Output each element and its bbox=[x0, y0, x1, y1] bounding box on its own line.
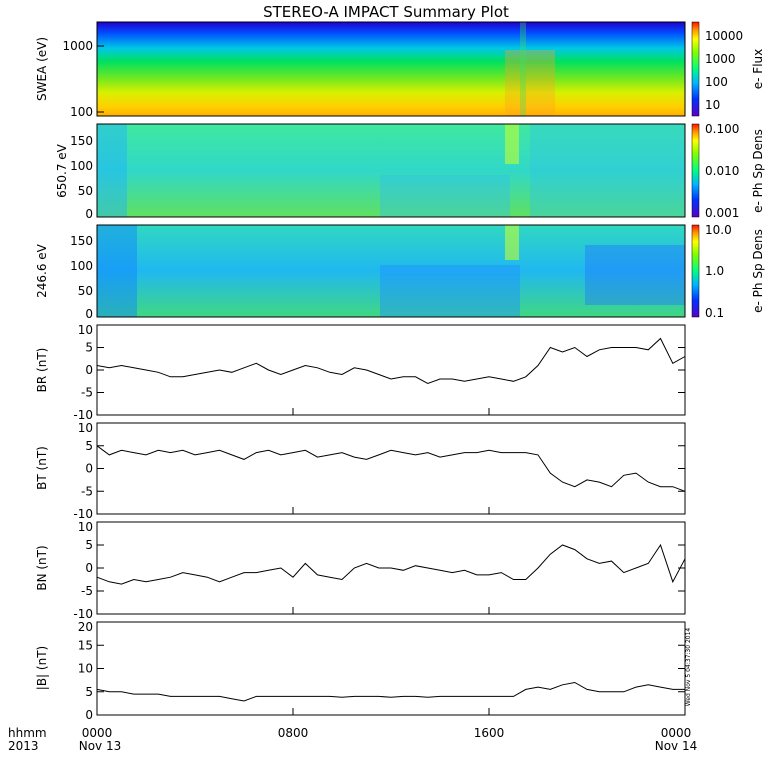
pa246-spectrogram bbox=[97, 225, 685, 317]
pa246-patch bbox=[505, 225, 519, 260]
pa650-ytick: 150 bbox=[70, 134, 93, 148]
swea-cb-label: e- Flux bbox=[751, 49, 765, 89]
br-ylabel: BR (nT) bbox=[35, 348, 49, 393]
pa246-colorbar bbox=[691, 224, 700, 318]
y-tick-label: 10 bbox=[78, 520, 93, 534]
x-axis: hhmm 2013 0000 0800 1600 0000 Nov 13 Nov… bbox=[8, 726, 697, 753]
y-tick-label: -10 bbox=[73, 408, 93, 422]
pa246-panel: 246.6 eV 150 100 50 0 10.0 1.0 0.1 e- Ph… bbox=[35, 223, 765, 321]
swea-cb-tick: 1000 bbox=[705, 52, 736, 66]
btotal-ylabel: |B| (nT) bbox=[35, 646, 49, 690]
pa650-cb-tick: 0.010 bbox=[705, 164, 739, 178]
x-date-label: Nov 14 bbox=[655, 739, 698, 753]
swea-cb-tick: 10 bbox=[705, 98, 720, 112]
x-date-label: Nov 13 bbox=[79, 739, 122, 753]
br-frame bbox=[96, 324, 686, 416]
pa650-patch bbox=[97, 124, 127, 217]
field-trace-line bbox=[96, 337, 686, 385]
pa246-patch bbox=[380, 265, 520, 317]
y-tick-label: 5 bbox=[85, 538, 93, 552]
y-tick-label: 10 bbox=[78, 323, 93, 337]
x-tick-label: 0800 bbox=[278, 726, 309, 740]
swea-enhancement bbox=[505, 50, 555, 116]
pa650-cb-tick: 0.100 bbox=[705, 122, 739, 136]
y-tick-label: -5 bbox=[81, 484, 93, 498]
y-tick-label: 0 bbox=[85, 561, 93, 575]
bt-panel: BT (nT) bbox=[35, 422, 686, 515]
btotal-frame bbox=[96, 621, 686, 716]
y-tick-label: 20 bbox=[78, 620, 93, 634]
pa246-frame bbox=[96, 224, 686, 318]
y-tick-label: -5 bbox=[81, 386, 93, 400]
bt-ylabel: BT (nT) bbox=[35, 446, 49, 490]
swea-streak bbox=[520, 22, 526, 116]
x-tick-label: 1600 bbox=[474, 726, 505, 740]
field-trace-line bbox=[96, 543, 686, 585]
pa650-cb-label: e- Ph Sp Dens bbox=[751, 129, 765, 213]
pa246-ylabel: 246.6 eV bbox=[35, 243, 49, 298]
y-tick-label: 15 bbox=[78, 638, 93, 652]
pa650-colorbar bbox=[691, 123, 700, 218]
swea-ytick-label: 1000 bbox=[62, 39, 93, 53]
pa650-ytick: 100 bbox=[70, 159, 93, 173]
y-tick-label: 10 bbox=[78, 421, 93, 435]
swea-cb-tick: 10000 bbox=[705, 29, 743, 43]
y-tick-label: 0 bbox=[85, 363, 93, 377]
y-tick-label: 0 bbox=[85, 708, 93, 722]
swea-frame bbox=[96, 21, 686, 117]
x-axis-row1-label: hhmm bbox=[8, 726, 47, 740]
swea-colorbar bbox=[691, 21, 700, 117]
pa246-ytick: 100 bbox=[70, 259, 93, 273]
pa246-cb-tick: 10.0 bbox=[705, 223, 732, 237]
pa650-panel: 650.7 eV 150 100 50 0 0.100 0.010 0.001 … bbox=[55, 122, 765, 221]
timestamp-label: Wed Nov 5 04:37:30 2014 bbox=[685, 628, 692, 707]
x-tick-label: 0000 bbox=[661, 726, 692, 740]
pa246-ytick: 150 bbox=[70, 234, 93, 248]
y-tick-label: 0 bbox=[85, 462, 93, 476]
y-tick-label: 10 bbox=[78, 662, 93, 676]
pa650-ytick: 50 bbox=[78, 184, 93, 198]
pa650-patch bbox=[505, 124, 519, 164]
swea-ylabel: SWEA (eV) bbox=[35, 37, 49, 101]
x-tick-label: 0000 bbox=[82, 726, 113, 740]
magnetic-field-panels: BR (nT) BT (nT) BN (nT) |B| (nT) Wed Nov… bbox=[35, 323, 692, 722]
swea-spectrogram bbox=[97, 22, 685, 116]
y-tick-label: -10 bbox=[73, 507, 93, 521]
pa650-patch bbox=[530, 124, 685, 217]
pa650-frame bbox=[96, 123, 686, 218]
bt-frame bbox=[96, 422, 686, 515]
y-tick-label: -5 bbox=[81, 584, 93, 598]
pa650-patch bbox=[380, 175, 510, 217]
plot-title: STEREO-A IMPACT Summary Plot bbox=[263, 3, 509, 21]
swea-panel: SWEA (eV) 1000 100 10000 1000 100 10 e- … bbox=[35, 21, 765, 119]
y-tick-label: 5 bbox=[85, 685, 93, 699]
pa246-cb-label: e- Ph Sp Dens bbox=[751, 229, 765, 313]
pa650-ylabel: 650.7 eV bbox=[55, 143, 69, 198]
pa650-cb-tick: 0.001 bbox=[705, 206, 739, 220]
swea-cb-tick: 100 bbox=[705, 75, 728, 89]
pa246-patch bbox=[97, 225, 137, 317]
y-tick-label: 5 bbox=[85, 439, 93, 453]
field-trace-line bbox=[96, 681, 685, 702]
y-tick-label: 5 bbox=[85, 341, 93, 355]
y-tick-label: -10 bbox=[73, 607, 93, 621]
pa246-ytick: 50 bbox=[78, 284, 93, 298]
pa246-cb-tick: 0.1 bbox=[705, 306, 724, 320]
x-axis-row2-label: 2013 bbox=[8, 739, 39, 753]
pa246-patch bbox=[585, 245, 685, 305]
br-panel: BR (nT) bbox=[35, 324, 686, 416]
field-trace-line bbox=[96, 445, 686, 492]
swea-ytick-label: 100 bbox=[70, 105, 93, 119]
pa650-ytick: 0 bbox=[85, 207, 93, 221]
bn-panel: BN (nT) bbox=[35, 521, 686, 615]
bn-ylabel: BN (nT) bbox=[35, 545, 49, 590]
pa650-spectrogram bbox=[97, 124, 685, 217]
pa246-ytick: 0 bbox=[85, 307, 93, 321]
btotal-panel: |B| (nT) Wed Nov 5 04:37:30 2014 bbox=[35, 621, 692, 716]
pa246-cb-tick: 1.0 bbox=[705, 264, 724, 278]
